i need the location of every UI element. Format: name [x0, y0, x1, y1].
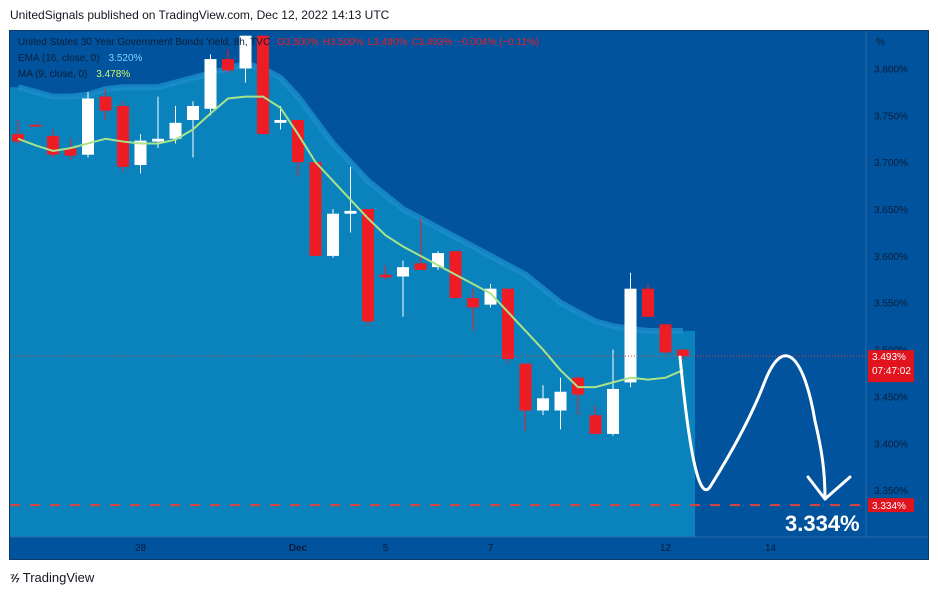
candle-body[interactable]	[642, 288, 654, 317]
candle-body[interactable]	[64, 148, 77, 156]
ma-line-layer	[17, 95, 684, 389]
price-tick-label: 3.550%	[874, 299, 908, 310]
symbol-name[interactable]: United States 30 Year Government Bonds Y…	[18, 37, 271, 48]
chart-legend: United States 30 Year Government Bonds Y…	[18, 35, 543, 83]
candle-body[interactable]	[82, 98, 94, 155]
footer-brand[interactable]: TradingView	[22, 570, 95, 585]
price-tick-label: 3.650%	[874, 205, 908, 216]
candle-body[interactable]	[502, 288, 514, 359]
chart-frame[interactable]: % 3.800% 3.750% 3.700% 3.650% 3.600% 3.550% 3.…	[9, 30, 929, 560]
time-tick-label: 14	[765, 543, 777, 554]
ohlc-item: −0.004% (−0.11%)	[456, 37, 540, 48]
ema-row[interactable]: EMA (16, close, 0) 3.520%	[18, 51, 543, 67]
candle-body[interactable]	[99, 96, 112, 111]
axis-unit-label: %	[876, 37, 885, 48]
ema-area	[10, 63, 695, 537]
candle-body[interactable]	[239, 35, 252, 69]
price-chart[interactable]: % 3.800% 3.750% 3.700% 3.650% 3.600% 3.550% 3.…	[10, 31, 929, 560]
time-tick-label: 28	[135, 543, 147, 554]
ma-value: 3.478%	[96, 69, 131, 80]
candle-body[interactable]	[554, 391, 567, 411]
ema-label: EMA (16, close, 0)	[18, 53, 100, 64]
candle-body[interactable]	[152, 138, 164, 142]
time-tick-label: 5	[383, 543, 389, 554]
candle-body[interactable]	[117, 105, 129, 167]
tradingview-logo-icon[interactable]: ⁷⁄₇	[10, 570, 20, 585]
ema-line[interactable]	[17, 60, 683, 334]
price-tick-label: 3.400%	[874, 439, 908, 450]
last-price-tag: 3.493% 07:47:02	[868, 350, 914, 383]
time-ticks: 28 Dec 5 7 12 14	[135, 543, 777, 554]
candle-body[interactable]	[169, 122, 182, 139]
candle-body[interactable]	[397, 267, 409, 277]
target-value-text: 3.334%	[785, 511, 860, 536]
candle-body[interactable]	[519, 363, 532, 411]
candles-layer	[12, 35, 689, 436]
candle-body[interactable]	[362, 209, 374, 322]
ohlc-item: C3.493%	[411, 37, 453, 48]
forecast-arrowhead	[806, 475, 852, 501]
candle-body[interactable]	[327, 213, 339, 256]
symbol-row: United States 30 Year Government Bonds Y…	[18, 35, 543, 51]
last-price-value: 3.493%	[872, 352, 906, 363]
time-tick-label: 7	[488, 543, 494, 554]
candle-body[interactable]	[134, 140, 147, 165]
target-tag-value: 3.334%	[872, 501, 906, 512]
candle-body[interactable]	[677, 349, 689, 357]
ohlc-item: L3.490%	[367, 37, 408, 48]
candle-body[interactable]	[257, 35, 269, 135]
candle-body[interactable]	[309, 162, 322, 256]
price-tick-label: 3.450%	[874, 392, 908, 403]
candle-body[interactable]	[29, 124, 42, 127]
price-tick-label: 3.350%	[874, 486, 908, 497]
candle-body[interactable]	[274, 120, 287, 123]
candle-body[interactable]	[379, 274, 392, 278]
candle-body[interactable]	[414, 263, 427, 270]
target-price-tag: 3.334%	[868, 498, 914, 513]
price-tick-label: 3.800%	[874, 64, 908, 75]
candle-body[interactable]	[187, 105, 199, 121]
ohlc-item: H3.500%	[322, 37, 364, 48]
candle-body[interactable]	[222, 59, 234, 71]
bar-countdown: 07:47:02	[872, 366, 911, 377]
time-tick-label: Dec	[289, 543, 308, 554]
candle-body[interactable]	[607, 388, 619, 434]
ma-line[interactable]	[17, 95, 684, 389]
candle-body[interactable]	[659, 324, 672, 353]
ohlc-values: O3.500% H3.500% L3.490% C3.493% −0.004% (−0.…	[277, 37, 543, 48]
price-tick-label: 3.700%	[874, 158, 908, 169]
time-tick-label: 12	[660, 543, 672, 554]
price-axis-panel[interactable]	[866, 31, 929, 537]
ema-value: 3.520%	[108, 53, 143, 64]
price-tick-label: 3.750%	[874, 111, 908, 122]
ma-label: MA (9, close, 0)	[18, 69, 88, 80]
candle-body[interactable]	[204, 59, 217, 109]
price-tick-label: 3.600%	[874, 252, 908, 263]
candle-body[interactable]	[537, 398, 549, 411]
candle-body[interactable]	[467, 298, 479, 308]
footer: ⁷⁄₇ TradingView	[10, 570, 94, 585]
candle-body[interactable]	[589, 415, 602, 434]
forecast-arrow[interactable]	[678, 354, 827, 501]
ema-band-layer	[10, 60, 695, 537]
candle-body[interactable]	[624, 288, 637, 383]
candle-body[interactable]	[12, 134, 24, 142]
candle-body[interactable]	[344, 210, 357, 214]
ohlc-item: O3.500%	[276, 37, 319, 48]
published-by-line: UnitedSignals published on TradingView.c…	[10, 8, 390, 22]
ma-row[interactable]: MA (9, close, 0) 3.478%	[18, 67, 543, 83]
